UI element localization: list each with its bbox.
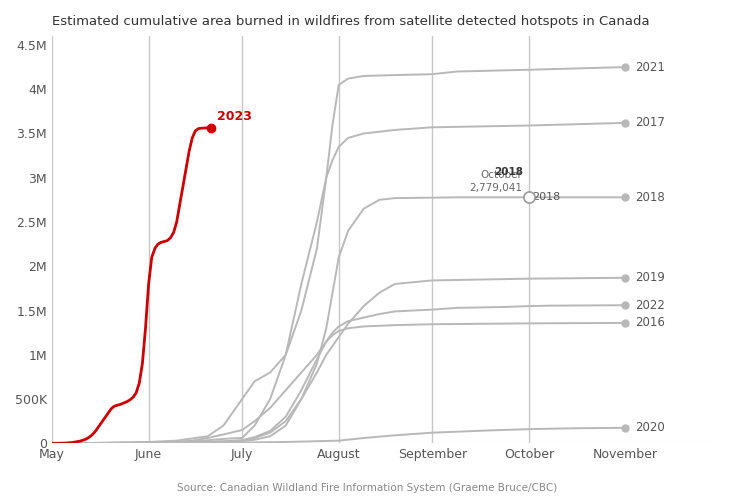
Text: 2016: 2016 [635,316,665,329]
Text: 2020: 2020 [635,421,664,434]
Text: 2018: 2018 [494,167,523,177]
Text: 2023: 2023 [217,111,252,124]
Text: 2018: 2018 [532,192,560,202]
Text: Estimated cumulative area burned in wildfires from satellite detected hotspots i: Estimated cumulative area burned in wild… [52,15,650,28]
Text: Source: Canadian Wildland Fire Information System (Graeme Bruce/CBC): Source: Canadian Wildland Fire Informati… [177,483,557,493]
Text: 2022: 2022 [635,299,665,311]
Text: 2019: 2019 [635,271,665,284]
Text: October
2,779,041: October 2,779,041 [470,171,523,193]
Text: 2018: 2018 [635,191,664,204]
Text: 2021: 2021 [635,61,665,73]
Text: 2017: 2017 [635,117,665,129]
